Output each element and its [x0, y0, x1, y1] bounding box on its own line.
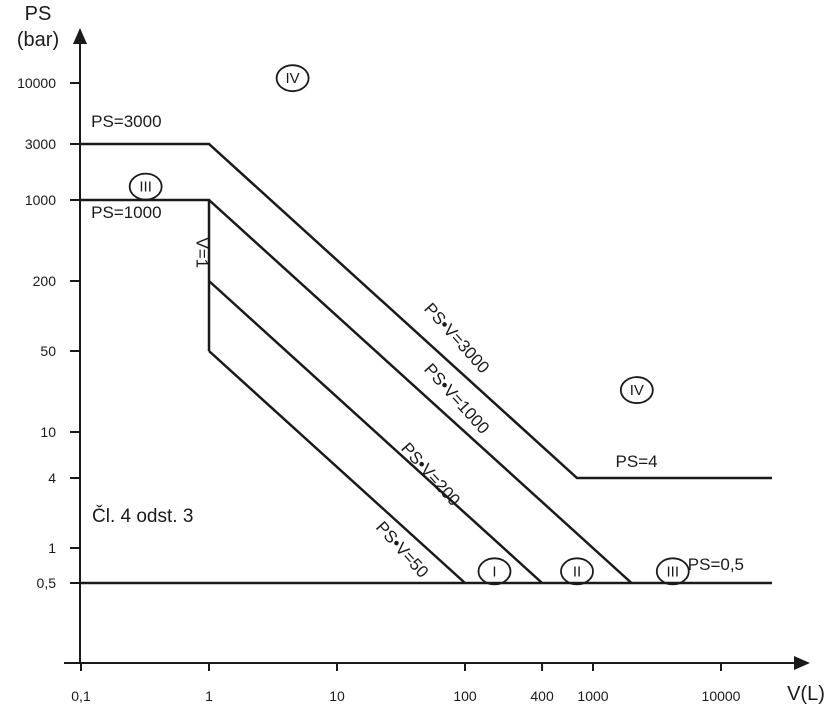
region-circle: [128, 172, 163, 201]
x-tick-label: 1000: [577, 688, 608, 704]
line-label: PS=3000: [91, 112, 161, 131]
x-tick-label: 10: [329, 688, 345, 704]
line-label: PS=1000: [91, 203, 161, 222]
line-label: PS=4: [616, 452, 658, 471]
x-axis-label: V(L): [787, 683, 825, 705]
region-circle: [477, 557, 512, 586]
series-line-PS•V=200: [208, 280, 543, 584]
x-tick-label: 0,1: [71, 688, 91, 704]
region-marker: IV: [619, 376, 654, 404]
line-label: PS=0,5: [688, 555, 744, 574]
x-tick-label: 400: [530, 688, 554, 704]
region-label: IV: [286, 70, 300, 87]
line-label: V=1: [193, 237, 212, 268]
x-tick-label: 10000: [702, 688, 741, 704]
region-circle: [560, 557, 594, 586]
x-tick-label: 100: [453, 688, 477, 704]
region-circle: [655, 557, 690, 586]
series-line-PS•V=50: [208, 350, 466, 584]
region-marker: III: [655, 557, 690, 586]
note-annotation: Čl. 4 odst. 3: [92, 505, 193, 527]
axes: [64, 28, 810, 671]
region-marker: IV: [275, 64, 310, 93]
line-label: PS•V=200: [397, 439, 463, 510]
y-axis-label-line2: (bar): [17, 29, 59, 51]
region-marker: III: [128, 172, 163, 201]
y-axis-label-line1: PS: [25, 3, 52, 25]
chart-lines: [81, 142, 772, 585]
region-label: IV: [630, 382, 644, 399]
region-label: III: [667, 563, 680, 580]
y-tick-label: 10000: [17, 75, 56, 91]
y-tick-label: 10: [40, 424, 56, 440]
tick-labels: 0,1 1 10 100 400 1000 10000 0,5 1 4 10 50 200 1000 300…: [17, 75, 741, 704]
y-tick-label: 0,5: [37, 575, 57, 591]
region-marker: I: [477, 557, 512, 586]
y-tick-label: 1: [48, 540, 56, 556]
region-label: III: [139, 179, 152, 196]
region-label: II: [573, 563, 581, 580]
y-tick-label: 200: [33, 273, 57, 289]
region-marker: II: [560, 557, 594, 586]
region-circle: [619, 376, 654, 404]
y-tick-label: 3000: [25, 136, 56, 152]
y-axis-arrow: [73, 28, 87, 44]
y-tick-label: 4: [48, 470, 56, 486]
y-tick-label: 50: [40, 343, 56, 359]
region-label: I: [492, 563, 496, 580]
series-line-PS=3000: [81, 142, 772, 480]
region-circle: [275, 64, 310, 93]
y-tick-label: 1000: [25, 192, 56, 208]
x-axis-arrow: [794, 656, 810, 670]
x-tick-label: 1: [205, 688, 213, 704]
